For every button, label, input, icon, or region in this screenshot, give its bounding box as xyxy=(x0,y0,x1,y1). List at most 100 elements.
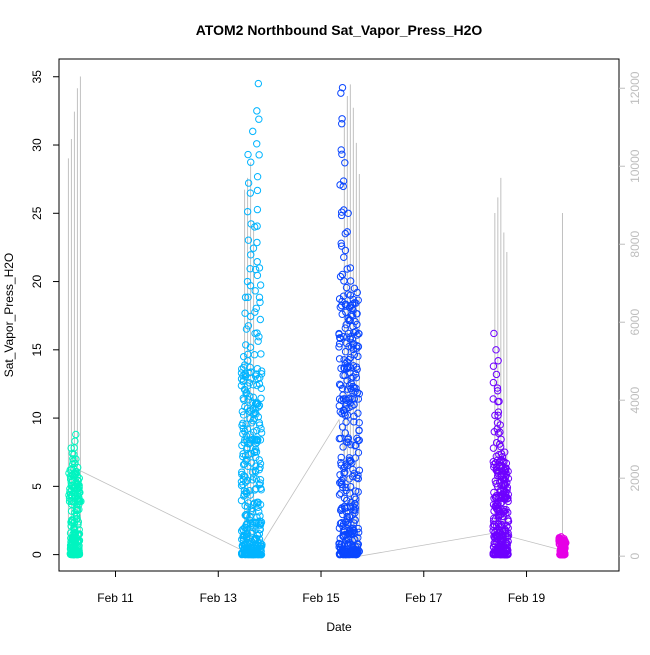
data-point xyxy=(342,438,351,446)
data-point xyxy=(354,474,363,483)
data-point xyxy=(336,381,345,389)
data-point xyxy=(349,295,357,304)
data-point xyxy=(67,444,75,452)
data-point xyxy=(339,182,347,191)
data-point xyxy=(238,550,247,558)
data-point xyxy=(244,322,253,330)
data-point xyxy=(248,476,257,484)
data-point xyxy=(489,444,498,452)
data-point xyxy=(255,507,263,516)
data-point xyxy=(251,308,259,316)
data-point xyxy=(238,441,246,450)
data-point xyxy=(355,418,363,427)
data-point xyxy=(74,490,82,498)
data-point xyxy=(355,436,363,444)
data-point xyxy=(75,505,83,514)
data-point xyxy=(351,495,360,503)
data-point xyxy=(253,107,261,115)
data-point xyxy=(338,115,346,123)
data-point xyxy=(502,468,510,477)
data-point xyxy=(255,333,263,341)
data-point xyxy=(67,550,76,559)
data-point xyxy=(239,394,247,402)
data-point xyxy=(499,457,507,465)
y-right-tick-label: 12000 xyxy=(628,71,642,105)
data-point xyxy=(346,549,354,558)
data-point xyxy=(253,186,262,195)
y-right-tick-label: 10000 xyxy=(628,149,642,183)
data-point xyxy=(238,535,246,544)
data-point xyxy=(241,369,249,377)
data-point xyxy=(348,459,356,467)
data-point xyxy=(343,265,351,273)
data-point xyxy=(257,350,265,358)
data-point xyxy=(338,120,346,128)
data-point xyxy=(75,481,83,490)
data-point xyxy=(71,531,79,540)
data-point xyxy=(250,414,258,423)
data-point xyxy=(496,540,505,548)
data-point xyxy=(253,364,262,373)
y-left-tick-label: 20 xyxy=(30,275,44,289)
data-point xyxy=(242,487,250,496)
data-point xyxy=(346,277,355,285)
data-point xyxy=(242,521,250,529)
data-point xyxy=(254,79,263,88)
data-point xyxy=(70,523,78,532)
y-right-tick-label: 2000 xyxy=(628,465,642,492)
data-point xyxy=(494,429,503,438)
data-point xyxy=(342,320,350,329)
data-point xyxy=(337,89,345,97)
data-point xyxy=(350,395,359,403)
data-point xyxy=(336,334,344,342)
data-point xyxy=(336,519,345,528)
data-point xyxy=(355,466,364,475)
data-point xyxy=(254,399,262,408)
data-point xyxy=(337,478,345,486)
data-point xyxy=(239,411,248,419)
data-point xyxy=(335,380,344,389)
data-point xyxy=(337,242,346,250)
data-point xyxy=(253,329,261,337)
data-point xyxy=(345,355,353,364)
x-tick-label: Feb 19 xyxy=(508,591,546,605)
y-axis-right: 0 2000 4000 6000 8000 10000 12000 xyxy=(619,71,642,560)
data-point xyxy=(354,524,362,533)
data-point xyxy=(250,428,258,436)
series-cluster-3 xyxy=(489,329,513,559)
series-cluster-0 xyxy=(65,430,85,559)
data-point xyxy=(251,447,259,456)
data-point xyxy=(354,395,363,403)
data-point xyxy=(493,387,502,395)
data-point xyxy=(495,511,503,519)
data-point xyxy=(352,299,360,307)
data-point xyxy=(246,281,255,290)
data-point xyxy=(501,448,509,456)
x-tick-label: Feb 11 xyxy=(97,591,134,605)
data-point xyxy=(353,331,361,339)
data-point xyxy=(352,373,361,382)
data-point xyxy=(67,538,75,546)
data-point xyxy=(504,532,513,540)
data-point xyxy=(501,476,509,484)
data-point xyxy=(249,405,257,413)
data-point xyxy=(73,472,81,480)
data-point xyxy=(248,436,256,444)
data-point xyxy=(257,394,265,402)
data-point xyxy=(248,419,256,427)
data-point xyxy=(353,320,361,329)
data-point xyxy=(246,265,254,273)
data-point xyxy=(494,531,502,540)
data-point xyxy=(342,496,351,505)
data-point xyxy=(490,543,498,552)
data-point xyxy=(73,485,82,493)
data-point xyxy=(344,395,353,403)
data-point xyxy=(344,548,353,556)
data-point xyxy=(247,158,255,166)
data-point xyxy=(349,502,357,510)
data-point xyxy=(252,475,260,483)
y-left-tick-label: 25 xyxy=(30,206,44,220)
data-point xyxy=(255,419,263,427)
data-point xyxy=(559,550,567,559)
data-point xyxy=(341,229,349,238)
